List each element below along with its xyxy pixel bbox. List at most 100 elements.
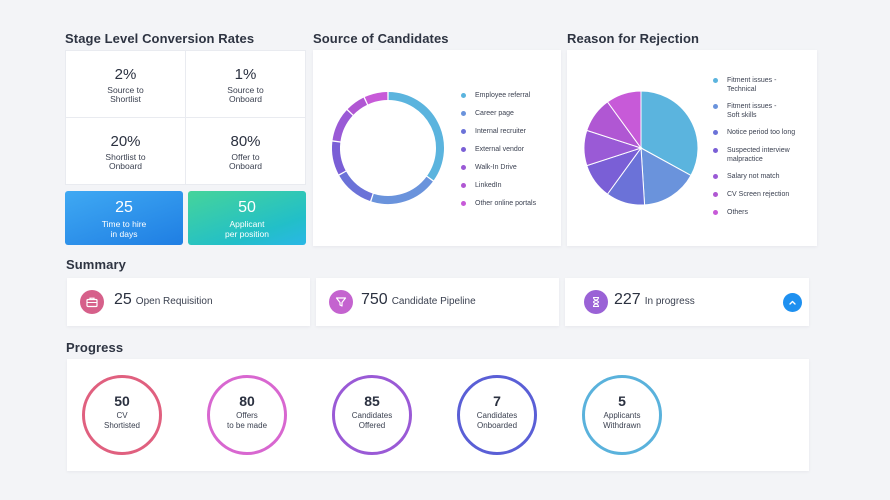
legend-dot: [713, 78, 718, 83]
progress-label-line1: Candidates: [351, 411, 393, 420]
progress-label-line2: Offered: [358, 421, 386, 430]
legend-label: Notice period too long: [727, 129, 796, 136]
summary-label: Open Requisition: [135, 296, 213, 307]
source-of-candidates-card: Employee referral Career page Internal r…: [313, 50, 561, 246]
summary-value: 750 Candidate Pipeline: [361, 291, 476, 309]
summary-in-progress[interactable]: 227 In progress: [565, 278, 809, 326]
rejection-pie-chart: [583, 90, 699, 206]
source-donut-chart: [332, 92, 444, 204]
donut-segment-employee-referral: [388, 92, 444, 181]
summary-label: In progress: [644, 296, 695, 307]
donut-segment-internal-recruiter: [339, 171, 373, 202]
legend-dot: [713, 104, 718, 109]
tile-label-line1: Time to hire: [101, 219, 147, 229]
legend-label-line2: Technical: [727, 86, 757, 93]
legend-label: Walk-In Drive: [475, 164, 517, 171]
rejection-legend: Fitment issues - Technical Fitment issues…: [713, 76, 795, 217]
legend-item-linkedin: LinkedIn: [461, 181, 536, 190]
legend-dot: [461, 201, 466, 206]
rate-offer-to-onboard: 80% Offer to Onboard: [186, 118, 305, 184]
donut-segment-other-online-portals: [364, 92, 388, 105]
legend-dot: [461, 183, 466, 188]
legend-label-line1: Fitment issues -: [727, 77, 777, 84]
legend-item-career-page: Career page: [461, 109, 536, 118]
summary-value: 25 Open Requisition: [114, 291, 213, 309]
tile-label-line1: Applicant: [229, 219, 265, 229]
funnel-icon: [329, 290, 353, 314]
donut-segment-walk-in-drive: [332, 110, 353, 142]
legend-item-interview-malpractice: Suspected interview malpractice: [713, 146, 795, 164]
stage-conversion-title: Stage Level Conversion Rates: [65, 31, 255, 46]
legend-label: Internal recruiter: [475, 128, 526, 135]
tile-value: 25: [115, 199, 133, 216]
rate-source-to-onboard: 1% Source to Onboard: [186, 51, 305, 117]
legend-dot: [713, 130, 718, 135]
legend-item-other-online-portals: Other online portals: [461, 199, 536, 208]
legend-label: CV Screen rejection: [727, 191, 790, 198]
pie-slice-fitment-issues-soft-skills: [640, 147, 692, 206]
progress-card: 50 CV Shortisted 80 Offers to be made 85…: [67, 359, 809, 471]
rate-label-line1: Offer to: [231, 152, 260, 162]
progress-offers-to-be-made: 80 Offers to be made: [207, 375, 287, 455]
rate-shortlist-to-onboard: 20% Shortlist to Onboard: [66, 118, 185, 184]
chevron-up-icon: [789, 300, 796, 305]
summary-number: 25: [114, 291, 132, 308]
progress-candidates-onboarded: 7 Candidates Onboarded: [457, 375, 537, 455]
legend-item-employee-referral: Employee referral: [461, 91, 536, 100]
rate-label-line2: Onboard: [228, 94, 263, 104]
progress-candidates-offered: 85 Candidates Offered: [332, 375, 412, 455]
summary-value: 227 In progress: [614, 291, 695, 309]
donut-segment-external-vendor: [332, 141, 346, 175]
rate-value: 80%: [230, 133, 261, 150]
summary-number: 750: [361, 291, 388, 308]
briefcase-icon: [80, 290, 104, 314]
source-legend: Employee referral Career page Internal r…: [461, 91, 536, 208]
summary-open-requisition[interactable]: 25 Open Requisition: [67, 278, 310, 326]
progress-value: 5: [618, 393, 626, 409]
legend-label-line1: Fitment issues -: [727, 103, 777, 110]
donut-segment-career-page: [371, 176, 433, 204]
legend-label: Career page: [475, 110, 514, 117]
progress-label-line1: CV: [116, 411, 128, 420]
hourglass-icon: [584, 290, 608, 314]
time-to-hire-tile: 25 Time to hire in days: [65, 191, 183, 245]
rate-value: 2%: [114, 66, 137, 83]
reason-for-rejection-card: Fitment issues - Technical Fitment issues…: [567, 50, 817, 246]
progress-label-line2: Withdrawn: [603, 421, 641, 430]
legend-item-walk-in-drive: Walk-In Drive: [461, 163, 536, 172]
summary-number: 227: [614, 291, 641, 308]
scroll-up-button[interactable]: [783, 293, 802, 312]
legend-item-notice-period: Notice period too long: [713, 128, 795, 137]
tile-label-line2: per position: [225, 229, 269, 239]
progress-value: 85: [364, 393, 380, 409]
progress-label-line1: Candidates: [476, 411, 518, 420]
donut-segment-linkedin: [347, 97, 368, 115]
legend-dot: [461, 165, 466, 170]
legend-dot: [461, 93, 466, 98]
progress-label-line2: to be made: [226, 421, 268, 430]
legend-label: LinkedIn: [475, 182, 502, 189]
legend-dot: [713, 174, 718, 179]
rate-source-to-shortlist: 2% Source to Shortlist: [66, 51, 185, 117]
legend-dot: [461, 111, 466, 116]
summary-label: Candidate Pipeline: [391, 296, 476, 307]
progress-label-line2: Shortisted: [103, 421, 141, 430]
rate-label-line1: Shortlist to: [105, 152, 146, 162]
rate-label-line1: Source to: [227, 85, 264, 95]
legend-item-fitment-soft-skills: Fitment issues - Soft skills: [713, 102, 795, 120]
summary-candidate-pipeline[interactable]: 750 Candidate Pipeline: [316, 278, 559, 326]
legend-dot: [461, 129, 466, 134]
legend-item-salary-not-match: Salary not match: [713, 172, 795, 181]
legend-dot: [713, 210, 718, 215]
legend-label: Others: [727, 209, 749, 216]
legend-item-internal-recruiter: Internal recruiter: [461, 127, 536, 136]
tile-label-line2: in days: [110, 229, 138, 239]
progress-label-line1: Offers: [236, 411, 258, 420]
legend-item-cv-screen-rejection: CV Screen rejection: [713, 190, 795, 199]
legend-item-others: Others: [713, 208, 795, 217]
legend-item-fitment-technical: Fitment issues - Technical: [713, 76, 795, 94]
legend-label-line2: malpractice: [727, 156, 763, 163]
source-candidates-title: Source of Candidates: [313, 31, 449, 46]
rate-label-line2: Onboard: [228, 161, 263, 171]
legend-label: Salary not match: [727, 173, 780, 180]
